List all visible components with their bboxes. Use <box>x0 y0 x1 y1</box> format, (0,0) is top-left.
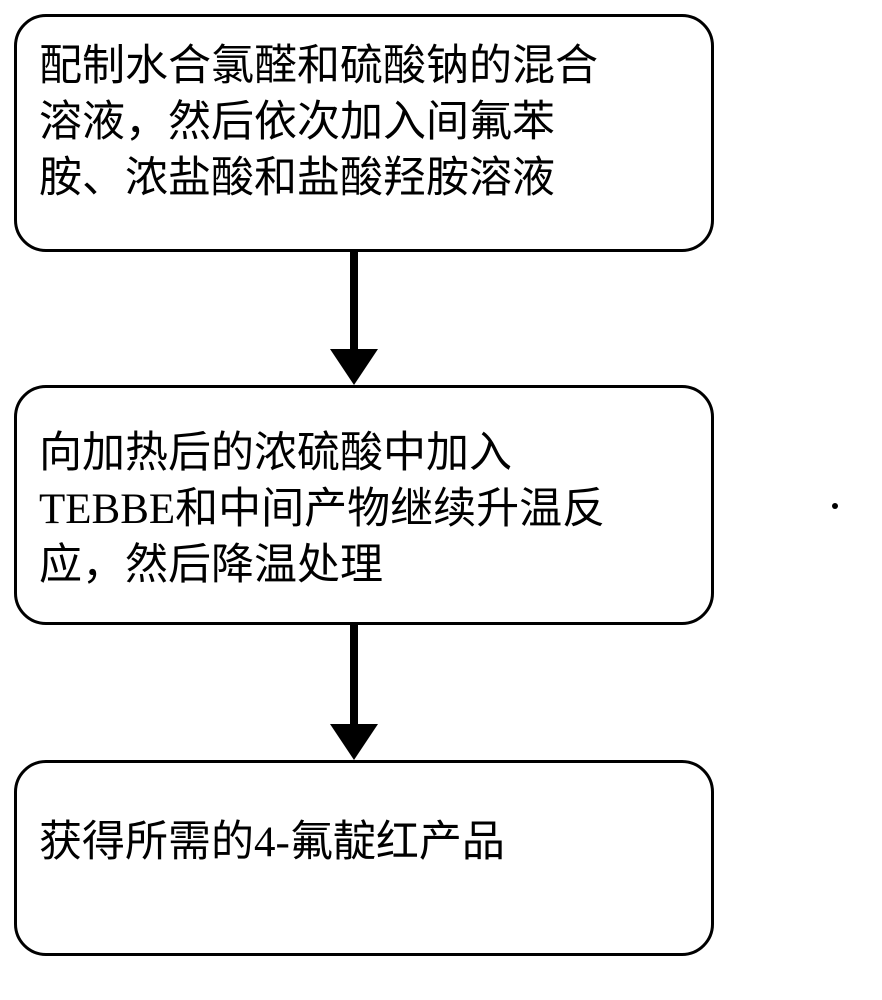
arrow-shaft-a1 <box>350 252 358 349</box>
flow-step-step3: 获得所需的4-氟靛红产品 <box>14 760 714 956</box>
stray-dot <box>832 503 838 509</box>
flow-step-step1: 配制水合氯醛和硫酸钠的混合 溶液，然后依次加入间氟苯 胺、浓盐酸和盐酸羟胺溶液 <box>14 14 714 252</box>
flow-step-step2: 向加热后的浓硫酸中加入 TEBBE和中间产物继续升温反 应，然后降温处理 <box>14 385 714 625</box>
arrow-head-a1 <box>330 349 378 385</box>
arrow-shaft-a2 <box>350 625 358 724</box>
arrow-head-a2 <box>330 724 378 760</box>
